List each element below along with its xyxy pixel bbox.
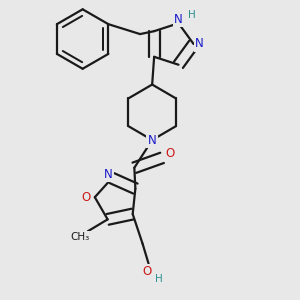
Text: CH₃: CH₃ xyxy=(70,232,89,242)
Text: N: N xyxy=(195,38,204,50)
Text: O: O xyxy=(81,191,91,204)
Text: H: H xyxy=(188,10,195,20)
Text: H: H xyxy=(154,274,162,284)
Text: N: N xyxy=(148,134,157,146)
Text: O: O xyxy=(142,265,151,278)
Text: N: N xyxy=(174,13,183,26)
Text: N: N xyxy=(103,168,112,181)
Text: O: O xyxy=(165,147,175,161)
